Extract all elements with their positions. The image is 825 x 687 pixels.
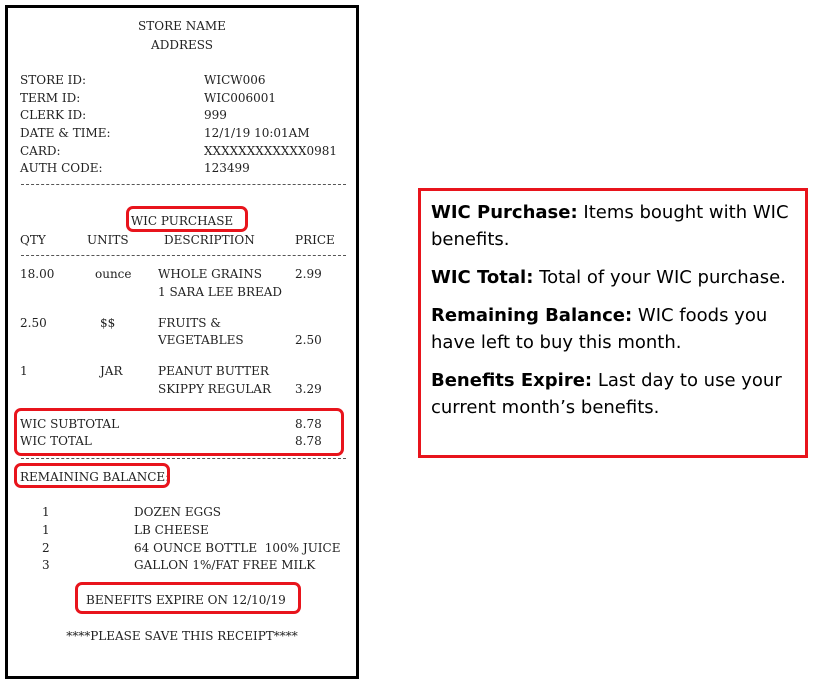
legend-box: WIC Purchase: Items bought with WIC bene… — [418, 188, 808, 458]
item-qty: 2.50 — [20, 316, 47, 330]
col-description: DESCRIPTION — [164, 233, 255, 247]
info-label: CARD: — [20, 144, 61, 158]
footer-note: ****PLEASE SAVE THIS RECEIPT**** — [66, 629, 298, 643]
subtotal-value: 8.78 — [295, 417, 322, 431]
col-qty: QTY — [20, 233, 46, 247]
item-units: JAR — [100, 364, 123, 378]
remaining-item: DOZEN EGGS — [134, 505, 222, 519]
item-desc: FRUITS & — [158, 316, 221, 330]
col-price: PRICE — [295, 233, 335, 247]
remaining-label: REMAINING BALANCE: — [20, 470, 170, 484]
legend-text: Last day to use your current month’s ben… — [431, 370, 782, 418]
remaining-qty: 1 — [42, 523, 50, 537]
remaining-item: GALLON 1%/FAT FREE MILK — [134, 558, 316, 572]
item-price: 3.29 — [295, 382, 322, 396]
info-value: XXXXXXXXXXXX0981 — [204, 144, 338, 158]
info-label: AUTH CODE: — [20, 161, 103, 175]
item-desc: WHOLE GRAINS — [158, 267, 262, 281]
store-name: STORE NAME — [138, 19, 226, 33]
item-desc: 1 SARA LEE BREAD — [158, 285, 283, 299]
remaining-item: 64 OUNCE BOTTLE 100% JUICE — [134, 541, 341, 555]
subtotal-label: WIC SUBTOTAL — [20, 417, 120, 431]
info-value: 123499 — [204, 161, 250, 175]
legend-term: WIC Purchase: — [431, 202, 578, 223]
divider — [21, 458, 346, 459]
remaining-qty: 3 — [42, 558, 50, 572]
legend-item: Benefits Expire: Last day to use your cu… — [431, 367, 795, 421]
highlight-totals — [14, 408, 344, 456]
item-qty: 1 — [20, 364, 28, 378]
highlight-wic-purchase — [126, 206, 248, 232]
remaining-qty: 2 — [42, 541, 50, 555]
info-value: WICW006 — [204, 73, 266, 87]
legend-term: Remaining Balance: — [431, 305, 633, 326]
col-units: UNITS — [87, 233, 129, 247]
item-units: $$ — [100, 316, 116, 330]
divider — [21, 255, 346, 256]
remaining-qty: 1 — [42, 505, 50, 519]
store-address: ADDRESS — [151, 38, 213, 52]
item-units: ounce — [95, 267, 132, 281]
section-title: WIC PURCHASE — [130, 214, 234, 228]
info-value: 999 — [204, 108, 227, 122]
info-value: WIC006001 — [204, 91, 277, 105]
info-label: STORE ID: — [20, 73, 87, 87]
legend-text: WIC foods you have left to buy this mont… — [431, 305, 768, 353]
item-desc: PEANUT BUTTER — [158, 364, 269, 378]
legend-text: Total of your WIC purchase. — [533, 267, 786, 288]
legend-item: WIC Total: Total of your WIC purchase. — [431, 264, 795, 291]
info-value: 12/1/19 10:01AM — [204, 126, 310, 140]
benefits-expire: BENEFITS EXPIRE ON 12/10/19 — [86, 593, 286, 607]
info-label: DATE & TIME: — [20, 126, 111, 140]
item-price: 2.50 — [295, 333, 322, 347]
remaining-item: LB CHEESE — [134, 523, 209, 537]
highlight-remaining — [14, 463, 170, 488]
info-label: TERM ID: — [20, 91, 81, 105]
total-label: WIC TOTAL — [20, 434, 92, 448]
legend-term: Benefits Expire: — [431, 370, 593, 391]
highlight-expire — [75, 582, 301, 614]
info-label: CLERK ID: — [20, 108, 87, 122]
item-price: 2.99 — [295, 267, 322, 281]
divider — [21, 184, 346, 185]
legend-item: WIC Purchase: Items bought with WIC bene… — [431, 199, 795, 253]
item-desc: SKIPPY REGULAR — [158, 382, 271, 396]
legend-term: WIC Total: — [431, 267, 534, 288]
receipt: STORE NAME ADDRESS STORE ID: WICW006 TER… — [5, 5, 359, 679]
legend-text: Items bought with WIC benefits. — [431, 202, 789, 250]
item-qty: 18.00 — [20, 267, 55, 281]
item-desc: VEGETABLES — [158, 333, 244, 347]
total-value: 8.78 — [295, 434, 322, 448]
legend-item: Remaining Balance: WIC foods you have le… — [431, 302, 795, 356]
